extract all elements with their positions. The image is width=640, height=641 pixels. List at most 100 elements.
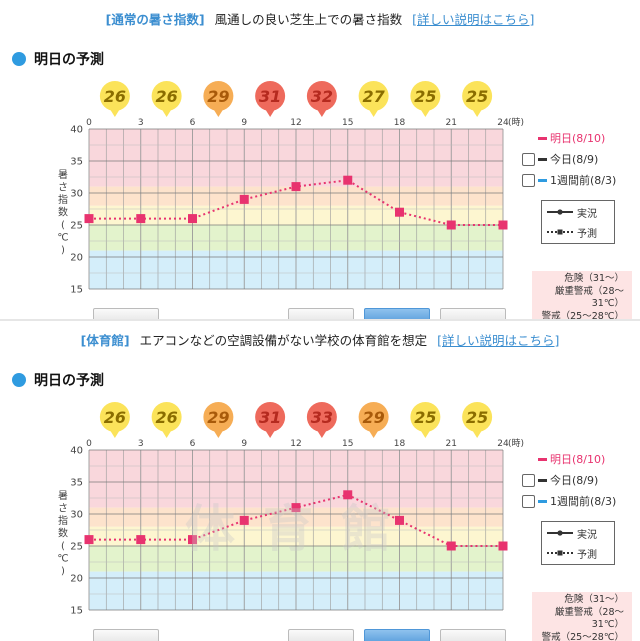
chart-button-4[interactable] — [440, 629, 506, 641]
y-tick-label: 35 — [70, 478, 83, 489]
badge-value: 26 — [104, 408, 126, 427]
badge-value: 26 — [104, 87, 126, 106]
legend-week-ago[interactable]: 1週間前(8/3) — [522, 172, 634, 188]
badge-value: 25 — [466, 408, 488, 427]
line-style-legend: 実況 予測 — [541, 521, 615, 565]
x-tick-label: 9 — [241, 439, 247, 449]
x-unit-label: (時) — [508, 117, 524, 128]
data-point — [136, 535, 145, 544]
warning-severe: 厳重警戒（28～31℃） — [532, 286, 624, 311]
y-tick-label: 40 — [70, 446, 83, 457]
x-tick-label: 21 — [446, 118, 457, 128]
x-tick-label: 0 — [86, 439, 92, 449]
today-swatch — [538, 158, 547, 161]
data-point — [240, 195, 249, 204]
y-tick-label: 30 — [70, 189, 83, 200]
forecast-badge: 26 — [152, 81, 182, 117]
forecast-badge: 25 — [410, 402, 440, 438]
wbgt-panel-normal: [通常の暑さ指数] 風通しの良い芝生上での暑さ指数 [詳しい説明はこちら] 明日… — [0, 0, 640, 320]
legend-today-label: 今日(8/9) — [550, 151, 598, 167]
badge-value: 33 — [311, 408, 333, 427]
legend-week-ago-label: 1週間前(8/3) — [550, 493, 616, 509]
badge-value: 26 — [155, 87, 177, 106]
legend: 明日(8/10) 今日(8/9) 1週間前(8/3) — [522, 130, 634, 193]
data-point — [85, 535, 94, 544]
today-checkbox[interactable] — [522, 153, 535, 166]
forecast-badge: 25 — [410, 81, 440, 117]
forecast-badge: 25 — [462, 81, 492, 117]
x-tick-label: 6 — [190, 439, 196, 449]
solid-line-icon — [546, 529, 574, 537]
badge-value: 25 — [466, 87, 488, 106]
warning-danger: 危険（31～） — [532, 594, 624, 607]
legend-tomorrow: 明日(8/10) — [522, 130, 634, 146]
chart-button-2[interactable] — [288, 629, 354, 641]
forecast-badge: 27 — [359, 81, 389, 117]
legend-today[interactable]: 今日(8/9) — [522, 151, 634, 167]
data-point — [447, 221, 456, 230]
x-tick-label: 12 — [290, 439, 301, 449]
badge-value: 25 — [414, 408, 436, 427]
y-tick-label: 15 — [70, 606, 83, 617]
x-tick-label: 18 — [394, 118, 406, 128]
badge-value: 32 — [311, 87, 333, 106]
legend-tomorrow-label: 明日(8/10) — [550, 451, 605, 467]
badge-value: 29 — [207, 87, 229, 106]
y-tick-label: 25 — [70, 221, 83, 232]
legend-forecast: 予測 — [542, 544, 614, 562]
chart-button-1[interactable] — [93, 629, 159, 641]
warning-levels: 危険（31～） 厳重警戒（28～31℃） 警戒（25～28℃） — [532, 271, 632, 320]
data-point — [499, 221, 508, 230]
x-tick-label: 3 — [138, 118, 144, 128]
data-point — [343, 176, 352, 185]
badge-value: 25 — [414, 87, 436, 106]
forecast-badge: 25 — [462, 402, 492, 438]
badge-value: 29 — [207, 408, 229, 427]
y-tick-label: 20 — [70, 253, 83, 264]
tomorrow-swatch — [538, 137, 547, 140]
legend-today[interactable]: 今日(8/9) — [522, 472, 634, 488]
legend-actual-label: 実況 — [577, 526, 597, 541]
week-ago-checkbox[interactable] — [522, 174, 535, 187]
gym-watermark: 体育館 — [185, 489, 419, 561]
legend-tomorrow-label: 明日(8/10) — [550, 130, 605, 146]
forecast-badge: 31 — [255, 81, 285, 117]
legend-today-label: 今日(8/9) — [550, 472, 598, 488]
chart-button-3[interactable] — [364, 629, 430, 641]
forecast-badge: 26 — [100, 402, 130, 438]
forecast-badge: 26 — [152, 402, 182, 438]
y-axis-label: 暑さ指数(℃) — [57, 490, 68, 577]
badge-value: 26 — [155, 408, 177, 427]
x-unit-label: (時) — [508, 438, 524, 449]
x-tick-label: 3 — [138, 439, 144, 449]
warning-severe: 厳重警戒（28～31℃） — [532, 607, 624, 632]
x-tick-label: 21 — [446, 439, 457, 449]
data-point — [292, 182, 301, 191]
forecast-badge: 29 — [203, 402, 233, 438]
week-ago-swatch — [538, 500, 547, 503]
legend-forecast-label: 予測 — [577, 546, 597, 561]
dotted-line-icon — [546, 549, 574, 557]
today-checkbox[interactable] — [522, 474, 535, 487]
data-point — [136, 214, 145, 223]
x-tick-label: 15 — [342, 118, 353, 128]
legend-actual: 実況 — [542, 524, 614, 542]
forecast-badge: 29 — [203, 81, 233, 117]
x-tick-label: 0 — [86, 118, 92, 128]
legend-actual: 実況 — [542, 203, 614, 221]
legend-tomorrow: 明日(8/10) — [522, 451, 634, 467]
data-point — [499, 542, 508, 551]
legend-actual-label: 実況 — [577, 205, 597, 220]
solid-line-icon — [546, 208, 574, 216]
y-tick-label: 40 — [70, 125, 83, 136]
warning-danger: 危険（31～） — [532, 273, 624, 286]
forecast-badge: 31 — [255, 402, 285, 438]
y-axis-label: 暑さ指数(℃) — [57, 169, 68, 256]
badge-value: 29 — [362, 408, 384, 427]
legend-week-ago[interactable]: 1週間前(8/3) — [522, 493, 634, 509]
week-ago-checkbox[interactable] — [522, 495, 535, 508]
y-tick-label: 15 — [70, 285, 83, 296]
week-ago-swatch — [538, 179, 547, 182]
data-point — [188, 214, 197, 223]
badge-value: 31 — [259, 87, 281, 106]
